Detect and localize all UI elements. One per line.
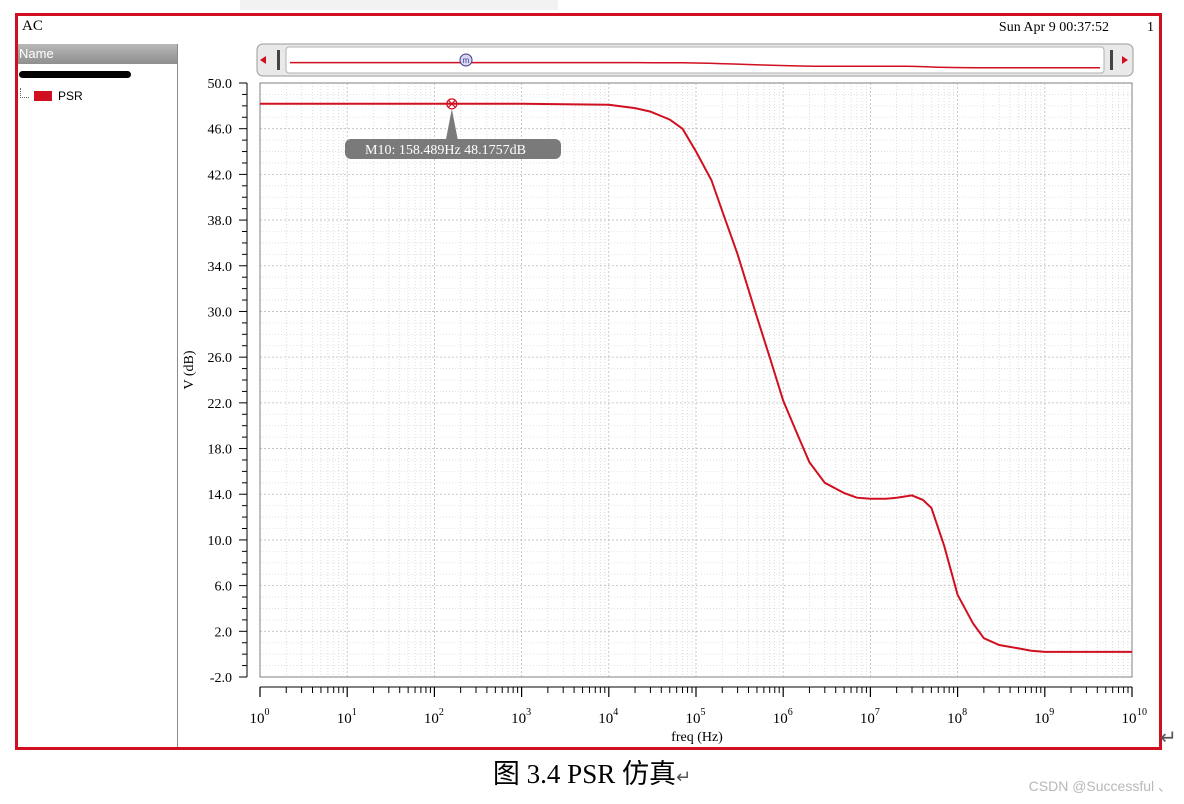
y-tick-label: 46.0	[208, 123, 233, 138]
top-strip	[0, 0, 1184, 12]
x-tick-label: 10	[1034, 711, 1049, 727]
y-tick-label: 2.0	[215, 625, 233, 640]
x-tick-exponent: 5	[701, 707, 706, 718]
scroll-right-arrow-icon[interactable]	[1122, 56, 1128, 64]
y-tick-label: 34.0	[208, 260, 233, 275]
window-title: AC	[22, 18, 43, 34]
psr-chart: m -2.0 2.0 6.0 10.0 14.0 18.0 22.0 26.0 30.0 34.0…	[182, 43, 1147, 745]
marker-label-box[interactable]	[345, 139, 561, 159]
scroller-left-handle[interactable]	[277, 50, 280, 70]
plot-border	[259, 82, 1133, 678]
y-tick-label: 22.0	[208, 397, 233, 412]
x-tick-label: 10	[424, 711, 439, 727]
overview-marker-glyph: m	[463, 56, 470, 65]
x-tick-label: 10	[1122, 711, 1137, 727]
x-tick-label: 10	[860, 711, 875, 727]
y-axis-label: V (dB)	[182, 350, 197, 389]
marker-cross-icon	[447, 99, 456, 108]
y-tick-label: 18.0	[208, 443, 233, 458]
y-tick-label: 26.0	[208, 351, 233, 366]
series-line-psr	[260, 102, 1132, 653]
x-tick-exponent: 7	[875, 707, 880, 718]
scroll-left-arrow-icon[interactable]	[260, 56, 266, 64]
x-tick-label: 10	[250, 711, 265, 727]
x-tick-label: 10	[511, 711, 526, 727]
y-tick-label: 10.0	[208, 534, 233, 549]
x-axis-label: freq (Hz)	[671, 730, 723, 745]
sidebar-header[interactable]: Name	[18, 44, 177, 64]
return-mark-icon: ↵	[1160, 725, 1177, 749]
tree-connector-icon	[20, 88, 29, 98]
y-tick-label: 50.0	[208, 77, 233, 92]
y-tick-label: -2.0	[210, 671, 232, 686]
y-tick-label: 42.0	[208, 168, 233, 183]
legend-label: PSR	[58, 89, 83, 103]
x-tick-label: 10	[598, 711, 613, 727]
marker-label: M10: 158.489Hz 48.1757dB	[365, 143, 526, 158]
grid	[259, 82, 1133, 678]
signal-browser: Name PSR	[18, 44, 178, 747]
overview-marker-icon[interactable]	[459, 53, 473, 67]
waveform-window: AC Sun Apr 9 00:37:52 1 Name PSR	[15, 13, 1162, 750]
x-tick-exponent: 9	[1049, 707, 1054, 718]
y-tick-label: 30.0	[208, 305, 233, 320]
page-number: 1	[1147, 20, 1154, 35]
caption-return-mark: ↵	[675, 767, 692, 788]
x-tick-exponent: 10	[1137, 707, 1147, 718]
y-tick-label: 14.0	[208, 488, 233, 503]
timestamp: Sun Apr 9 00:37:52	[998, 20, 1109, 35]
x-tick-exponent: 8	[962, 707, 967, 718]
caption-text: 图 3.4 PSR 仿真	[492, 759, 676, 789]
marker-circle-icon[interactable]	[446, 98, 458, 110]
x-tick-label: 10	[337, 711, 352, 727]
trace-color-swatch	[34, 91, 52, 101]
x-axis: 10 0 10 1 10 2 10 3 10 4 10 5 10 6 10 7 10 8 10 9 10 10	[250, 686, 1147, 727]
scroller-window[interactable]	[285, 46, 1105, 74]
window-tab[interactable]	[240, 0, 558, 10]
x-tick-label: 10	[773, 711, 788, 727]
x-tick-label: 10	[947, 711, 962, 727]
overview-scroller[interactable]: m	[256, 43, 1134, 77]
y-tick-label: 38.0	[208, 214, 233, 229]
marker-m10[interactable]: M10: 158.489Hz 48.1757dB	[345, 98, 561, 159]
y-axis: -2.0 2.0 6.0 10.0 14.0 18.0 22.0 26.0 30.0 34.0 38…	[208, 77, 248, 686]
x-tick-exponent: 4	[613, 707, 618, 718]
sidebar-scrollbar[interactable]	[19, 71, 131, 78]
marker-pointer	[445, 108, 458, 140]
x-tick-exponent: 6	[788, 707, 793, 718]
x-tick-exponent: 3	[526, 707, 531, 718]
figure-caption: 图 3.4 PSR 仿真↵	[0, 752, 1184, 791]
scroller-right-handle[interactable]	[1110, 50, 1113, 70]
y-tick-label: 6.0	[215, 580, 233, 595]
x-tick-exponent: 2	[439, 707, 444, 718]
x-tick-label: 10	[686, 711, 701, 727]
x-tick-exponent: 0	[265, 707, 270, 718]
x-tick-exponent: 1	[352, 707, 357, 718]
watermark: CSDN @Successful 、	[1028, 778, 1172, 794]
overview-trace	[290, 61, 1100, 69]
